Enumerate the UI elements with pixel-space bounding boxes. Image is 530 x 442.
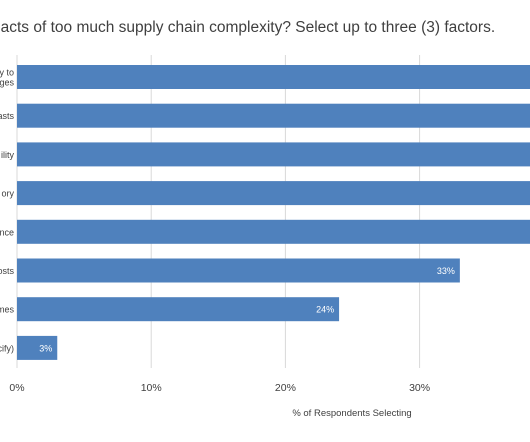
data-label: 33%	[437, 266, 455, 276]
bar	[17, 142, 530, 167]
data-label: 24%	[316, 305, 334, 315]
category-label: asts	[0, 111, 14, 121]
x-tick-labels: 0% 10% 20% 30%	[9, 382, 430, 394]
category-label: y to	[0, 68, 14, 78]
chart-title-wrap: pacts of too much supply chain complexit…	[0, 19, 530, 41]
bar	[17, 181, 530, 206]
x-tick-label: 10%	[141, 382, 162, 394]
x-tick-label: 20%	[275, 382, 296, 394]
category-label: cify)	[0, 343, 14, 353]
category-label: ility	[1, 150, 14, 160]
data-label: 3%	[39, 343, 52, 353]
x-tick-label: 0%	[9, 382, 24, 394]
bar	[17, 335, 58, 360]
bar	[17, 65, 530, 89]
x-tick-label: 30%	[409, 382, 430, 394]
chart-title: pacts of too much supply chain complexit…	[0, 19, 496, 36]
category-label: mes	[0, 305, 14, 315]
bar	[17, 297, 340, 322]
category-label: ory	[1, 189, 14, 199]
bar	[17, 219, 530, 244]
category-label: osts	[0, 266, 14, 276]
category-label: nce	[0, 227, 14, 237]
bar	[17, 103, 530, 128]
category-label: ges	[0, 78, 14, 88]
bar	[17, 258, 460, 283]
x-axis-label: % of Respondents Selecting	[292, 408, 411, 419]
bars: 33% 24% 3%	[17, 65, 530, 360]
